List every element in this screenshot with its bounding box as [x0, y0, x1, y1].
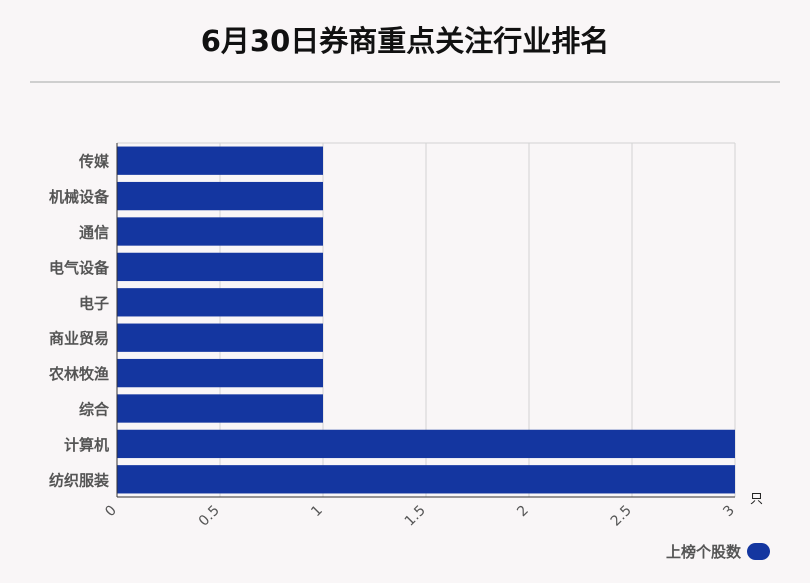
- x-axis-unit: 只: [750, 492, 763, 507]
- category-label: 通信: [79, 224, 109, 242]
- category-label: 计算机: [64, 436, 109, 454]
- bar-9: [117, 429, 735, 459]
- chart-title: 6月30日券商重点关注行业排名: [200, 24, 610, 58]
- category-label: 综合: [79, 401, 110, 419]
- bar-1: [117, 146, 323, 175]
- legend-label: 上榜个股数: [665, 543, 741, 561]
- bar-10: [117, 465, 735, 494]
- bar-4: [117, 252, 323, 282]
- title-divider: [30, 81, 780, 83]
- category-label: 电气设备: [49, 259, 110, 277]
- legend-swatch: [747, 543, 770, 560]
- bar-6: [117, 323, 323, 352]
- x-tick-label: 2: [514, 503, 532, 521]
- x-tick-label: 3: [720, 503, 738, 521]
- bar-3: [117, 217, 323, 246]
- category-label: 农林牧渔: [48, 365, 109, 383]
- x-tick-label: 1.5: [402, 503, 429, 530]
- legend[interactable]: 上榜个股数: [666, 541, 770, 562]
- category-label: 电子: [79, 294, 109, 312]
- bar-5: [117, 288, 323, 317]
- category-label: 商业贸易: [49, 330, 109, 348]
- bar-8: [117, 394, 323, 423]
- category-label: 纺织服装: [49, 471, 110, 489]
- x-tick-label: 0: [102, 503, 120, 521]
- bar-7: [117, 358, 323, 388]
- x-tick-label: 2.5: [608, 503, 635, 530]
- category-label: 传媒: [78, 153, 110, 171]
- category-label: 机械设备: [49, 188, 110, 206]
- x-tick-label: 0.5: [196, 503, 223, 530]
- bar-2: [117, 181, 323, 211]
- x-tick-label: 1: [308, 503, 326, 521]
